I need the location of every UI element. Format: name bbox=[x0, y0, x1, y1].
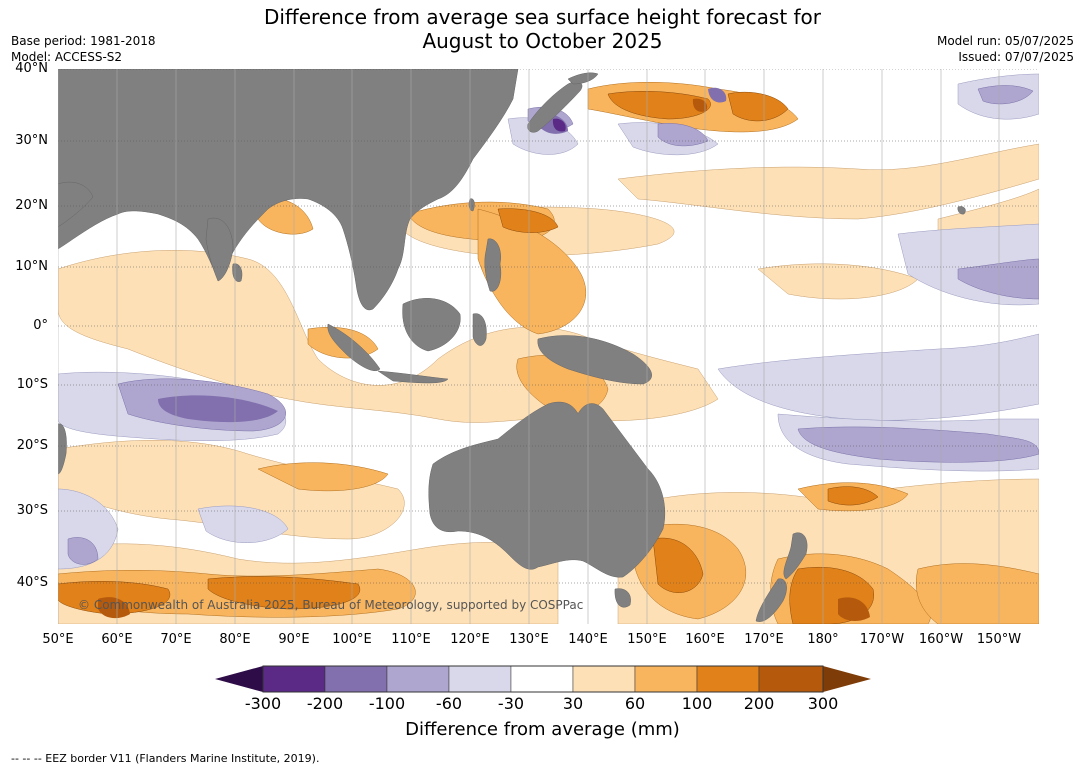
lat-label: 30°S bbox=[16, 503, 48, 518]
lon-label: 180° bbox=[807, 632, 839, 647]
map-title-line2: August to October 2025 bbox=[422, 29, 663, 53]
lat-label: 10°N bbox=[15, 259, 48, 274]
colorbar-bin bbox=[696, 665, 760, 693]
map-title-line1: Difference from average sea surface heig… bbox=[263, 5, 822, 29]
meridians bbox=[58, 69, 1000, 624]
eez-footer: -- -- -- EEZ border V11 (Flanders Marine… bbox=[11, 752, 320, 765]
lon-label: 160°W bbox=[918, 632, 964, 647]
base-period: Base period: 1981-2018 bbox=[11, 34, 156, 48]
lon-label: 120°E bbox=[450, 632, 490, 647]
colorbar-extend-max bbox=[823, 666, 871, 692]
colorbar-extend-min bbox=[215, 666, 263, 692]
colorbar-bin bbox=[324, 665, 388, 693]
sea-height-map bbox=[58, 69, 1039, 624]
lon-label: 140°E bbox=[568, 632, 608, 647]
colorbar-label: Difference from average (mm) bbox=[405, 719, 680, 740]
lon-label: 80°E bbox=[219, 632, 251, 647]
colorbar-bin bbox=[510, 665, 574, 693]
colorbar-bin bbox=[262, 665, 326, 693]
lon-label: 150°W bbox=[976, 632, 1022, 647]
colorbar-tick: 300 bbox=[807, 694, 839, 713]
lat-label: 40°S bbox=[16, 575, 48, 590]
lat-label: 20°S bbox=[16, 438, 48, 453]
meta-right: Model run: 05/07/2025 Issued: 07/07/2025 bbox=[937, 33, 1074, 65]
colorbar-outline bbox=[262, 665, 824, 693]
lat-label: 30°N bbox=[15, 133, 48, 148]
copyright-notice: © Commonwealth of Australia 2025, Bureau… bbox=[78, 598, 584, 612]
colorbar-tick: -100 bbox=[368, 694, 406, 713]
lat-label: 10°S bbox=[16, 377, 48, 392]
colorbar-bin bbox=[758, 665, 824, 693]
lon-label: 170°E bbox=[744, 632, 784, 647]
lon-label: 170°W bbox=[859, 632, 905, 647]
lon-label: 90°E bbox=[278, 632, 310, 647]
lon-label: 60°E bbox=[101, 632, 133, 647]
colorbar-tick: 100 bbox=[681, 694, 713, 713]
colorbar-tick: -30 bbox=[497, 694, 525, 713]
lon-label: 150°E bbox=[627, 632, 667, 647]
colorbar-tick: -60 bbox=[435, 694, 463, 713]
lon-label: 160°E bbox=[685, 632, 725, 647]
meta-left: Base period: 1981-2018 Model: ACCESS-S2 bbox=[11, 33, 156, 65]
anomaly-100-200 bbox=[58, 91, 879, 624]
issued-date: Issued: 07/07/2025 bbox=[958, 50, 1074, 64]
lon-label: 100°E bbox=[332, 632, 372, 647]
lon-label: 110°E bbox=[391, 632, 431, 647]
colorbar-bin bbox=[634, 665, 698, 693]
colorbar-tick: 200 bbox=[743, 694, 775, 713]
colorbar bbox=[215, 665, 871, 693]
lon-label: 130°E bbox=[509, 632, 549, 647]
lat-label: 20°N bbox=[15, 198, 48, 213]
colorbar-tick: -200 bbox=[306, 694, 344, 713]
lat-label: 40°N bbox=[15, 61, 48, 76]
anomaly-neg200-neg300 bbox=[552, 118, 566, 132]
model-run: Model run: 05/07/2025 bbox=[936, 34, 1074, 48]
colorbar-bin bbox=[448, 665, 512, 693]
colorbar-tick: -300 bbox=[244, 694, 282, 713]
lon-label: 70°E bbox=[160, 632, 192, 647]
colorbar-bin bbox=[386, 665, 450, 693]
model-name: Model: ACCESS-S2 bbox=[11, 50, 123, 64]
anomaly-200-300 bbox=[98, 98, 870, 621]
colorbar-bin bbox=[572, 665, 636, 693]
colorbar-tick: 60 bbox=[624, 694, 646, 713]
lon-label: 50°E bbox=[42, 632, 74, 647]
colorbar-tick: 30 bbox=[562, 694, 584, 713]
lat-label: 0° bbox=[33, 318, 48, 333]
